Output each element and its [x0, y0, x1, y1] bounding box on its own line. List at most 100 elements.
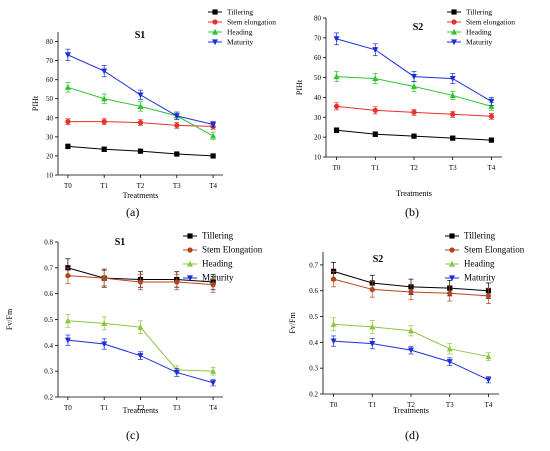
- data-point: [101, 95, 108, 102]
- data-point: [450, 135, 456, 141]
- y-tick-label: 0.6: [44, 290, 53, 298]
- legend-marker: [451, 28, 457, 35]
- data-point: [210, 132, 217, 139]
- data-point: [101, 341, 108, 348]
- legend-marker: [187, 247, 193, 253]
- chart-panel-d: 0.2 0.3 0.4 0.5 0.6 0.7 T0 T1 T2 T3 T4 Treatments Fv…: [288, 231, 525, 415]
- y-tick-label: 70: [314, 34, 322, 42]
- data-point: [408, 347, 414, 354]
- chart-title: S2: [413, 22, 424, 33]
- legend-marker: [187, 275, 193, 282]
- x-tick-label: T1: [371, 164, 379, 172]
- legend-marker: [449, 233, 455, 239]
- data-point: [210, 380, 217, 386]
- chart-panel-b: 10 20 30 40 50 60 70 80 T0 T1 T2 T3 T4 Treatments PIHt…: [295, 8, 515, 198]
- data-point: [101, 146, 107, 152]
- y-axis-label: PIHt: [31, 95, 40, 111]
- y-tick-label: 0.3: [309, 365, 318, 373]
- x-axis-label: Treatments: [396, 189, 432, 198]
- data-point: [210, 121, 217, 128]
- y-axis-label: Fv/Fm: [288, 312, 297, 334]
- series-1: [65, 267, 216, 293]
- y-tick-label: 80: [46, 38, 54, 46]
- y-tick-label: 60: [314, 54, 322, 62]
- series-1: [330, 271, 492, 304]
- series-1: [65, 118, 216, 130]
- series-3: [64, 48, 217, 128]
- data-point: [333, 103, 340, 109]
- data-point: [333, 127, 340, 133]
- data-point: [330, 338, 337, 345]
- legend: Tillering Stem Elongation Heading Maturity: [445, 231, 525, 283]
- series-line: [67, 339, 214, 384]
- legend-label: Heading: [227, 28, 253, 37]
- x-tick-label: T4: [488, 164, 496, 172]
- y-tick-label: 0.7: [309, 261, 318, 269]
- x-tick-label: T4: [485, 401, 493, 409]
- data-point: [174, 279, 180, 285]
- x-tick-label: T0: [333, 164, 341, 172]
- x-tick-label: T4: [209, 182, 217, 190]
- legend-marker: [212, 9, 218, 15]
- data-point: [137, 279, 144, 285]
- data-point: [101, 119, 107, 125]
- y-tick-label: 30: [314, 114, 322, 122]
- series-2: [333, 71, 495, 111]
- x-axis-label: Treatments: [123, 406, 159, 415]
- data-point: [330, 276, 337, 282]
- data-point: [372, 107, 378, 113]
- y-tick-label: 0.7: [44, 264, 53, 272]
- series-2: [64, 313, 217, 376]
- data-point: [173, 113, 180, 120]
- y-tick-label: 50: [314, 74, 322, 82]
- series-2: [330, 317, 492, 361]
- data-point: [64, 52, 71, 59]
- legend-marker: [212, 28, 218, 35]
- series-3: [330, 335, 492, 384]
- chart-panel-c: 0.2 0.3 0.4 0.5 0.6 0.7 0.8 T0 T1 T2 T3 T4 Treatment…: [5, 231, 263, 415]
- x-tick-label: T3: [449, 164, 457, 172]
- data-point: [408, 327, 414, 334]
- x-tick-label: T3: [173, 404, 181, 412]
- data-point: [488, 98, 495, 105]
- data-point: [137, 92, 144, 99]
- y-tick-label: 0.2: [44, 394, 53, 402]
- panel-label-a: (a): [126, 205, 140, 219]
- y-tick-label: 10: [314, 154, 322, 162]
- y-tick-label: 0.8: [44, 239, 53, 247]
- chart-title: S2: [373, 254, 384, 265]
- data-point: [449, 92, 456, 99]
- x-tick-label: T2: [137, 404, 145, 412]
- data-point: [411, 83, 417, 90]
- data-point: [333, 73, 340, 80]
- data-point: [101, 320, 108, 326]
- y-tick-label: 80: [314, 15, 322, 23]
- data-point: [137, 119, 144, 126]
- data-point: [64, 337, 71, 344]
- legend-marker: [212, 39, 218, 46]
- y-tick-label: 30: [46, 133, 54, 141]
- chart-title: S1: [115, 237, 126, 248]
- legend-marker: [449, 247, 455, 253]
- data-point: [369, 341, 376, 347]
- y-tick-label: 40: [314, 94, 322, 102]
- y-axis-label: Fv/Fm: [5, 308, 14, 330]
- data-point: [65, 272, 71, 279]
- x-tick-label: T1: [100, 404, 108, 412]
- data-point: [101, 68, 108, 75]
- y-tick-label: 0.3: [44, 368, 53, 376]
- y-tick-label: 0.4: [44, 342, 53, 350]
- x-tick-label: T2: [407, 401, 415, 409]
- chart-title: S1: [135, 30, 146, 41]
- legend-marker: [451, 9, 457, 15]
- data-point: [485, 377, 492, 383]
- legend-label: Maturity: [227, 38, 253, 47]
- legend-label: Maturity: [464, 273, 496, 283]
- data-point: [446, 359, 453, 365]
- data-point: [369, 286, 375, 293]
- legend-label: Tillering: [202, 231, 234, 241]
- y-tick-label: 70: [46, 57, 54, 65]
- data-point: [488, 137, 495, 143]
